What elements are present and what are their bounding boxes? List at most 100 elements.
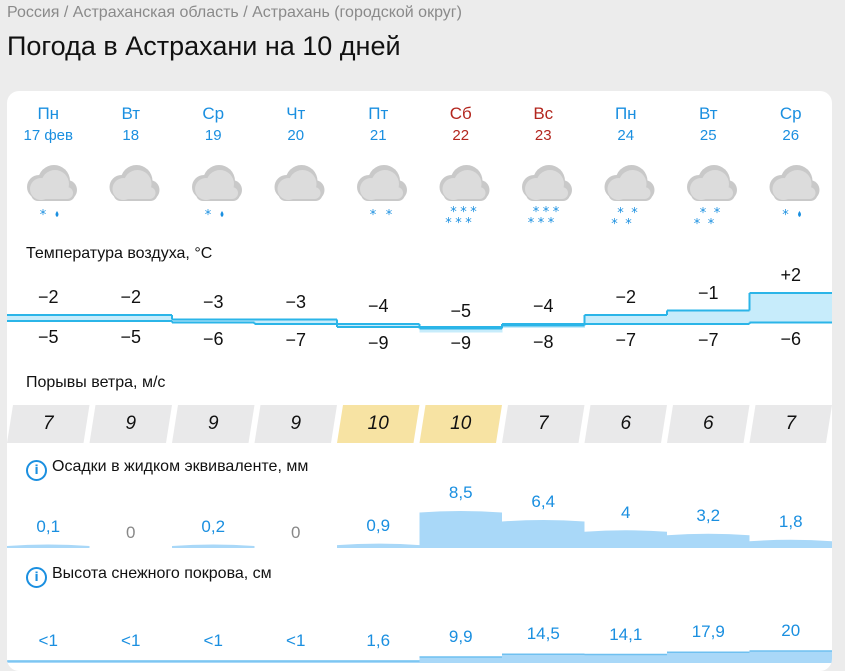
day-weekday: Ср bbox=[202, 104, 225, 123]
day-column[interactable]: Вс 23 bbox=[502, 91, 585, 231]
snow-bar bbox=[749, 651, 832, 663]
day-column[interactable]: Пн 17 фев bbox=[7, 91, 90, 231]
gust-cell bbox=[749, 405, 832, 443]
snow-bar bbox=[502, 654, 585, 663]
temp-max-value: −5 bbox=[450, 300, 472, 321]
day-column[interactable]: Ср 19 bbox=[172, 91, 255, 231]
temp-band bbox=[584, 315, 668, 324]
svg-text:*: * bbox=[470, 205, 477, 220]
svg-text:*: * bbox=[455, 216, 462, 231]
day-date: 22 bbox=[452, 127, 470, 144]
cloud-snow-rain-icon: * bbox=[192, 165, 242, 223]
day-column[interactable]: Ср 26 bbox=[750, 91, 833, 231]
cloud-snow-rain-icon: * bbox=[769, 165, 820, 223]
temp-min-value: −8 bbox=[532, 331, 554, 352]
precip-bar bbox=[749, 539, 832, 548]
cloud-snow-icon: * ** * bbox=[687, 165, 737, 232]
gust-cell bbox=[419, 405, 502, 443]
day-weekday: Вт bbox=[121, 104, 141, 123]
day-column[interactable]: Чт 20 bbox=[255, 91, 338, 231]
wind-section-label: Порывы ветра, м/с bbox=[26, 374, 166, 391]
cloud-snow-icon: * ** * bbox=[604, 165, 655, 232]
day-column[interactable]: Сб 22 bbox=[420, 91, 503, 231]
snow-label-text: Высота снежного покрова, см bbox=[52, 565, 272, 582]
svg-text:*: * bbox=[528, 216, 535, 231]
gust-cell bbox=[254, 405, 337, 443]
svg-text:*: * bbox=[617, 206, 624, 221]
temp-min-value: −7 bbox=[697, 330, 719, 350]
snow-value: <1 bbox=[121, 631, 141, 650]
day-date: 21 bbox=[369, 127, 387, 144]
temp-min-value: −7 bbox=[615, 330, 637, 350]
precip-value: 8,5 bbox=[448, 483, 473, 503]
svg-text:*: * bbox=[611, 217, 618, 232]
snow-value: 20 bbox=[781, 621, 801, 640]
snow-value: <1 bbox=[286, 631, 306, 650]
day-column[interactable]: Пт 21 bbox=[337, 91, 420, 231]
svg-text:*: * bbox=[714, 206, 721, 221]
day-column[interactable]: Вт 18 bbox=[90, 91, 173, 231]
precip-bar bbox=[584, 530, 667, 548]
day-weekday: Чт bbox=[286, 104, 306, 123]
forecast-charts: * * * * * * ** * ** * ** * ** ** ** ** ** bbox=[7, 165, 832, 663]
precip-section-label[interactable]: i Осадки в жидком эквиваленте, мм bbox=[26, 458, 308, 481]
day-weekday: Сб bbox=[449, 104, 472, 123]
temp-max-value: −3 bbox=[285, 291, 307, 312]
temp-max-value: +2 bbox=[780, 265, 802, 285]
day-date: 25 bbox=[699, 127, 717, 144]
temp-section-label: Температура воздуха, °С bbox=[26, 245, 213, 262]
snow-section-label[interactable]: i Высота снежного покрова, см bbox=[26, 565, 272, 588]
svg-text:*: * bbox=[553, 205, 560, 220]
snow-value: 9,9 bbox=[448, 627, 473, 647]
temp-band bbox=[254, 319, 338, 324]
gust-value: 10 bbox=[450, 413, 472, 434]
gust-cell bbox=[667, 405, 750, 443]
info-icon[interactable]: i bbox=[26, 460, 47, 481]
day-column[interactable]: Пн 24 bbox=[585, 91, 668, 231]
day-weekday: Вс bbox=[533, 104, 554, 123]
precip-bar bbox=[172, 544, 255, 548]
svg-text:*: * bbox=[700, 206, 707, 221]
precip-bar bbox=[337, 543, 420, 548]
precip-value: 3,2 bbox=[696, 506, 721, 526]
svg-text:*: * bbox=[445, 216, 452, 231]
snow-value: <1 bbox=[203, 631, 223, 650]
day-column[interactable]: Вт 25 bbox=[667, 91, 750, 231]
info-icon[interactable]: i bbox=[26, 567, 47, 588]
temp-min-value: −9 bbox=[450, 333, 472, 353]
svg-text:*: * bbox=[533, 205, 540, 220]
gust-value: 10 bbox=[367, 413, 389, 434]
temp-max-value: −4 bbox=[532, 296, 554, 316]
breadcrumb[interactable]: Россия / Астраханская область / Астрахан… bbox=[7, 4, 462, 21]
day-weekday: Ср bbox=[779, 104, 802, 123]
cloud-snow-rain-icon: * bbox=[27, 165, 77, 223]
gust-cell bbox=[172, 405, 255, 443]
temp-max-value: −2 bbox=[37, 287, 59, 307]
gust-value: 7 bbox=[785, 413, 797, 434]
snow-bar bbox=[419, 657, 502, 663]
gust-cell bbox=[337, 405, 420, 443]
day-weekday: Вт bbox=[698, 104, 718, 123]
precip-bar bbox=[667, 533, 750, 548]
snow-bar bbox=[667, 652, 750, 663]
precip-value: 0,9 bbox=[366, 516, 391, 536]
day-weekday: Пт bbox=[368, 104, 389, 123]
snow-value: <1 bbox=[38, 631, 58, 650]
cloud-light-snow-icon: * * bbox=[357, 165, 407, 223]
gust-cell bbox=[89, 405, 172, 443]
gust-value: 6 bbox=[620, 413, 632, 434]
precip-value: 0,2 bbox=[201, 517, 226, 536]
svg-text:*: * bbox=[625, 217, 632, 232]
precip-value: 0 bbox=[126, 523, 136, 542]
temp-min-value: −7 bbox=[285, 330, 307, 350]
temp-min-value: −6 bbox=[780, 328, 802, 349]
day-date: 17 фев bbox=[23, 127, 73, 144]
snow-bar bbox=[89, 661, 172, 663]
snow-bar bbox=[172, 661, 255, 663]
temp-band bbox=[7, 315, 90, 321]
day-weekday: Пн bbox=[37, 104, 60, 123]
day-date: 23 bbox=[534, 127, 552, 144]
temp-band bbox=[749, 293, 832, 323]
temp-band bbox=[89, 315, 173, 321]
snow-bar bbox=[584, 654, 667, 663]
